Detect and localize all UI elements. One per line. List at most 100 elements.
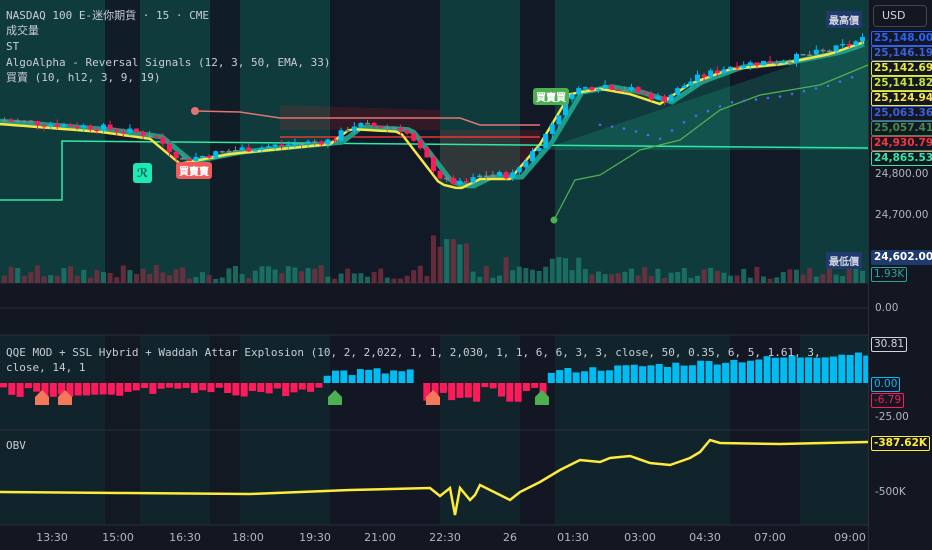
candle <box>470 177 476 183</box>
qqe-bar <box>738 362 746 383</box>
volume-bar <box>351 273 357 283</box>
qqe-bar <box>157 383 165 389</box>
volume-bar <box>213 278 219 283</box>
session-band <box>520 0 555 283</box>
candle <box>213 151 219 158</box>
volume-bar <box>820 274 826 283</box>
time-tick: 26 <box>503 531 517 544</box>
volume-bar <box>358 273 364 283</box>
qqe-bar <box>838 354 846 383</box>
candle <box>378 126 384 128</box>
qqe-bar <box>166 383 173 388</box>
qqe-legend[interactable]: QQE MOD + SSL Hybrid + Waddah Attar Expl… <box>6 346 821 374</box>
volume-bar <box>655 268 661 283</box>
volume-bar <box>417 265 423 283</box>
qqe-bar <box>854 352 862 383</box>
candle <box>794 54 799 63</box>
time-tick: 16:30 <box>169 531 201 544</box>
qqe-bar <box>240 383 248 397</box>
volume-bar <box>384 277 390 283</box>
volume-bar <box>609 274 615 283</box>
volume-bar <box>794 269 799 283</box>
st-legend[interactable]: ST <box>6 40 20 53</box>
candle <box>503 172 509 179</box>
st-line <box>0 140 868 201</box>
qqe-bar <box>431 383 439 398</box>
volume-bar <box>543 266 549 283</box>
price-tick: 24,700.00 <box>875 209 929 221</box>
qqe-bar <box>780 357 788 383</box>
qqe-bar <box>323 375 331 383</box>
trend-dot <box>802 89 806 93</box>
qqe-bar <box>846 354 854 383</box>
volume-bar <box>411 270 417 283</box>
chart-canvas[interactable] <box>0 0 868 550</box>
qqe-sell-marker <box>35 390 49 405</box>
candle <box>259 147 265 151</box>
volume-bar <box>497 275 502 283</box>
band-dot <box>550 216 558 224</box>
currency-button[interactable]: USD <box>873 5 927 27</box>
qqe-buy-marker <box>535 390 549 405</box>
qqe-bar <box>498 383 505 397</box>
price-axis[interactable]: 24,800.00 24,700.00 24,602.00 1.93K 0.00… <box>868 0 932 550</box>
volume-bar <box>741 268 747 283</box>
volume-bar <box>41 276 47 283</box>
candle <box>338 130 344 141</box>
time-tick: 01:30 <box>557 531 589 544</box>
candle <box>642 92 648 94</box>
qqe-bar <box>747 360 754 383</box>
candle <box>490 175 496 177</box>
volume-bar <box>332 278 337 283</box>
candle <box>431 157 436 171</box>
candle <box>246 147 252 152</box>
volume-legend[interactable]: 成交量 <box>6 24 39 37</box>
candle <box>2 120 7 122</box>
low-price-tag: 最低價 <box>826 252 862 269</box>
candle <box>28 120 34 123</box>
algoalpha-legend[interactable]: AlgoAlpha - Reversal Signals (12, 3, 50,… <box>6 56 331 69</box>
candle <box>48 124 54 127</box>
trend-dot <box>766 96 770 100</box>
time-tick: 22:30 <box>429 531 461 544</box>
obv-legend[interactable]: OBV <box>6 439 26 452</box>
volume-bar <box>266 266 271 283</box>
volume-bar <box>444 239 450 283</box>
volume-bar <box>807 268 813 283</box>
qqe-sell-marker <box>426 390 440 405</box>
qqe-bar <box>672 362 680 383</box>
volume-bar <box>87 277 93 283</box>
qqe-bar <box>365 369 373 383</box>
candle <box>780 61 786 64</box>
candle <box>371 122 377 127</box>
candle <box>853 41 859 46</box>
qqe-bar <box>423 383 431 401</box>
volume-bar <box>787 269 793 283</box>
candle <box>272 144 278 147</box>
candle <box>35 121 40 126</box>
candle <box>734 66 740 69</box>
volume-bar <box>35 265 40 283</box>
qqe-bar <box>771 357 779 383</box>
volume-bar <box>800 274 806 283</box>
sell-signal: 買賣賣 <box>176 162 212 179</box>
qqe-bar <box>58 383 66 395</box>
candle <box>668 94 674 102</box>
price-label: 24,930.79 <box>871 136 932 151</box>
qqe-bar <box>373 368 381 383</box>
candle <box>233 150 238 152</box>
qqe-bar <box>456 383 464 398</box>
resistance-zone <box>280 105 540 180</box>
qqe-bar <box>99 383 107 395</box>
volume-bar <box>490 277 496 283</box>
qqe-bar <box>506 383 514 402</box>
volume-bar <box>840 276 846 283</box>
volume-bar <box>602 274 608 283</box>
volume-bar <box>589 274 595 283</box>
price-label: 25,063.36 <box>871 106 932 121</box>
candle <box>635 87 641 93</box>
candle <box>741 65 747 69</box>
qqe-bar <box>572 372 580 383</box>
buysell-legend[interactable]: 買賣 (10, hl2, 3, 9, 19) <box>6 71 161 84</box>
qqe-bar <box>149 383 157 394</box>
